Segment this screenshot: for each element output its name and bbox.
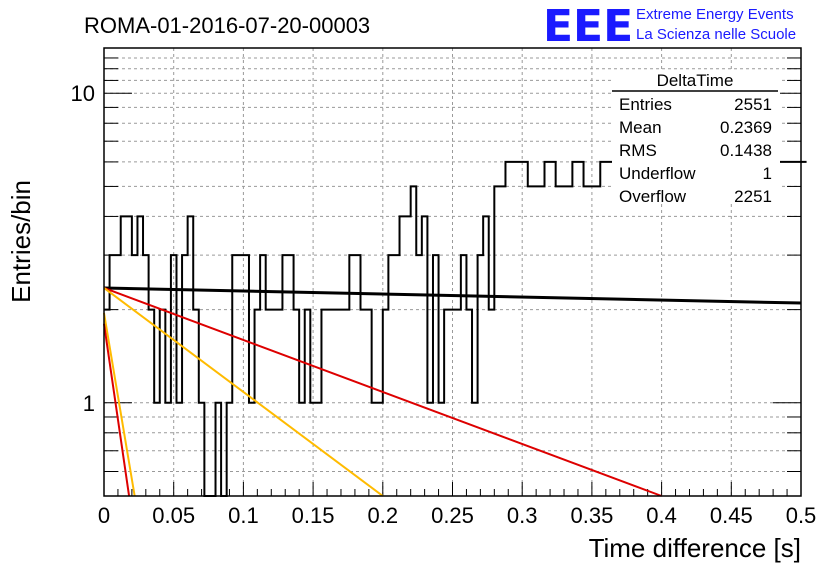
stats-box-background bbox=[612, 70, 780, 202]
y-tick-labels: 1 10 bbox=[71, 81, 95, 416]
x-tick-label: 0.1 bbox=[228, 503, 259, 528]
x-tick-label: 0.25 bbox=[431, 503, 474, 528]
x-tick-label: 0.15 bbox=[292, 503, 335, 528]
stats-label-underflow: Underflow bbox=[619, 164, 696, 183]
fit-curve-3 bbox=[103, 287, 384, 497]
stats-rows: Entries 2551 Mean 0.2369 RMS 0.1438 Underflow 1… bbox=[619, 95, 772, 206]
stats-value-underflow: 1 bbox=[763, 164, 772, 183]
x-tick-label: 0.45 bbox=[710, 503, 753, 528]
fit-curve-4 bbox=[103, 312, 136, 497]
fit-curves bbox=[103, 286, 802, 497]
eee-logo-mark: EEE bbox=[543, 1, 633, 52]
y-axis-title: Entries/bin bbox=[6, 180, 36, 303]
stats-title: DeltaTime bbox=[657, 71, 734, 90]
x-tick-label: 0.35 bbox=[570, 503, 613, 528]
fit-curve-2 bbox=[103, 287, 662, 497]
fit-curve-1 bbox=[103, 286, 802, 305]
y-tick-label: 1 bbox=[83, 391, 95, 416]
stats-label-rms: RMS bbox=[619, 141, 657, 160]
logo-line-1: Extreme Energy Events bbox=[636, 6, 794, 23]
x-tick-label: 0 bbox=[98, 503, 110, 528]
fit-curve-5 bbox=[103, 323, 131, 497]
x-tick-label: 0.3 bbox=[507, 503, 538, 528]
x-tick-label: 0.05 bbox=[152, 503, 195, 528]
stats-label-mean: Mean bbox=[619, 118, 662, 137]
x-tick-label: 0.4 bbox=[646, 503, 677, 528]
stats-label-overflow: Overflow bbox=[619, 187, 687, 206]
y-tick-label: 10 bbox=[71, 81, 95, 106]
stats-value-mean: 0.2369 bbox=[720, 118, 772, 137]
x-tick-labels: 0 0.05 0.1 0.15 0.2 0.25 0.3 0.35 0.4 0.45 0.5 bbox=[98, 503, 816, 528]
plot-frame bbox=[103, 47, 802, 497]
chart-title: ROMA-01-2016-07-20-00003 bbox=[84, 13, 370, 38]
logo-line-2: La Scienza nelle Scuole bbox=[636, 26, 796, 43]
stats-value-rms: 0.1438 bbox=[720, 141, 772, 160]
stats-value-overflow: 2251 bbox=[734, 187, 772, 206]
x-tick-label: 0.5 bbox=[786, 503, 817, 528]
x-axis-title: Time difference [s] bbox=[589, 533, 801, 563]
stats-value-entries: 2551 bbox=[734, 95, 772, 114]
stats-label-entries: Entries bbox=[619, 95, 672, 114]
x-tick-label: 0.2 bbox=[368, 503, 399, 528]
stats-box: DeltaTime Entries 2551 Mean 0.2369 RMS 0.1438… bbox=[612, 70, 780, 206]
